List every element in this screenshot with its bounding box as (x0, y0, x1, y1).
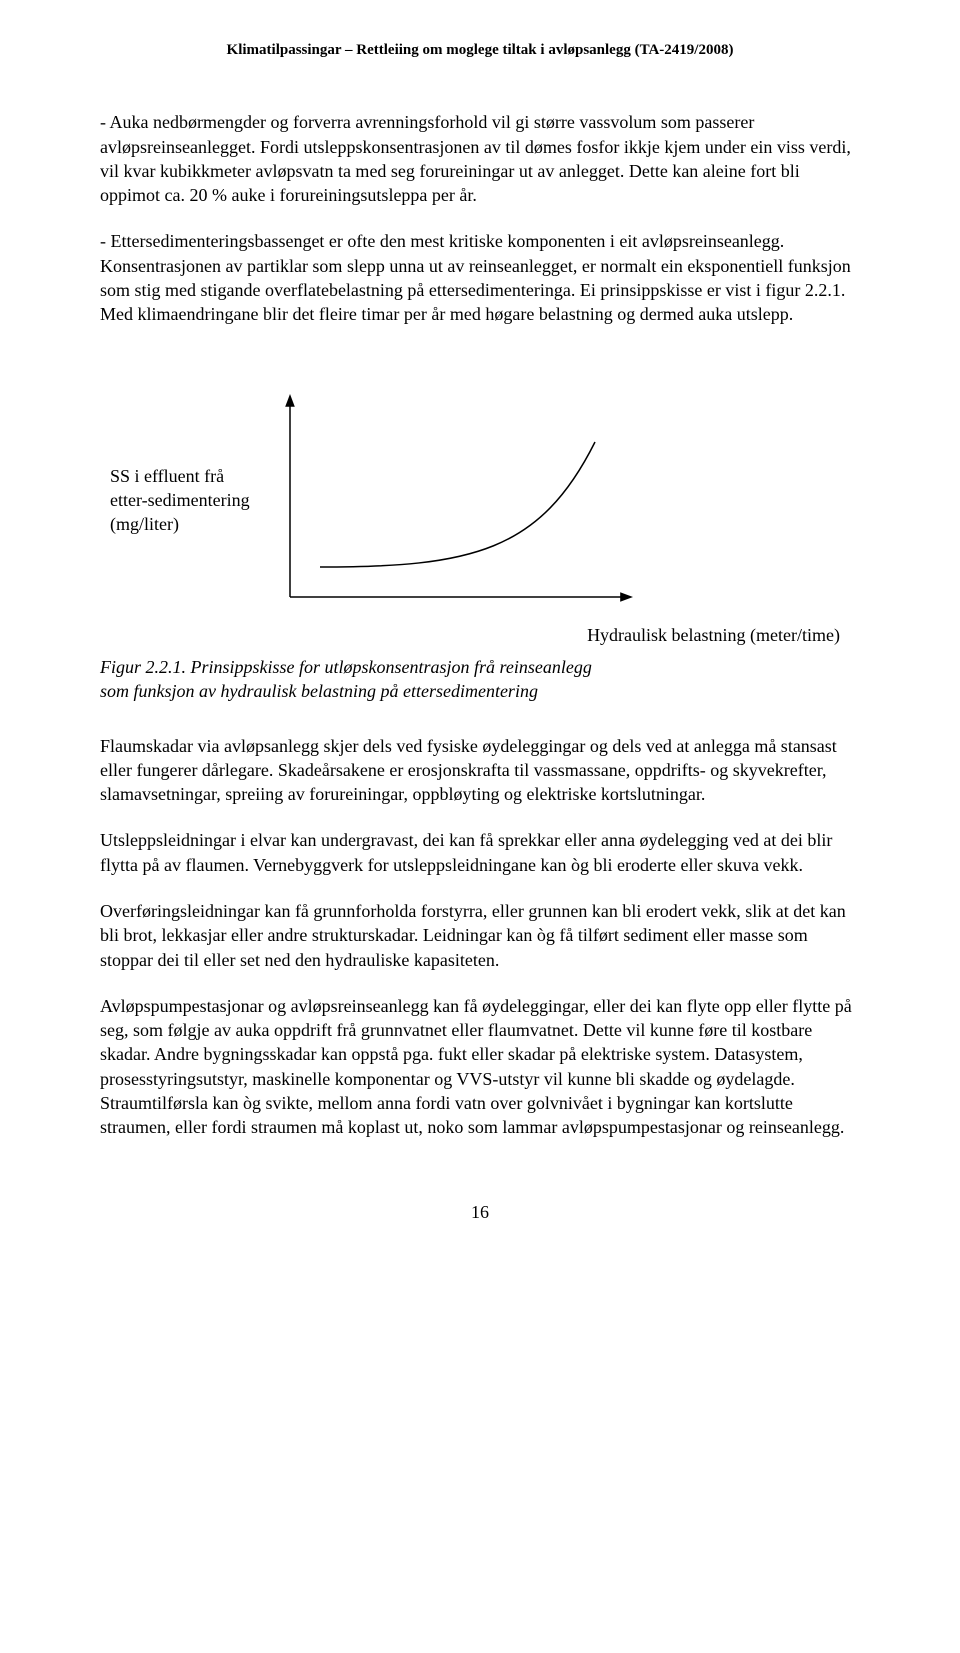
paragraph-2: - Ettersedimenteringsbassenget er ofte d… (100, 229, 860, 326)
paragraph-5: Overføringsleidningar kan få grunnforhol… (100, 899, 860, 972)
figure-2-2-1: SS i effluent frå etter-sedimentering (m… (100, 387, 860, 704)
chart-x-axis-label: Hydraulisk belastning (meter/time) (100, 623, 860, 647)
caption-line-1: Figur 2.2.1. Prinsippskisse for utløpsko… (100, 657, 592, 677)
figure-caption: Figur 2.2.1. Prinsippskisse for utløpsko… (100, 655, 860, 704)
paragraph-6: Avløpspumpestasjonar og avløpsreinseanle… (100, 994, 860, 1140)
paragraph-3: Flaumskadar via avløpsanlegg skjer dels … (100, 734, 860, 807)
caption-line-2: som funksjon av hydraulisk belastning på… (100, 681, 538, 701)
paragraph-4: Utsleppsleidningar i elvar kan undergrav… (100, 828, 860, 877)
page-number: 16 (100, 1200, 860, 1224)
chart-svg-container (260, 387, 860, 617)
paragraph-1: - Auka nedbørmengder og forverra avrenni… (100, 110, 860, 207)
chart-svg (260, 387, 640, 617)
chart-y-axis-label: SS i effluent frå etter-sedimentering (m… (100, 464, 260, 617)
page-header: Klimatilpassingar – Rettleiing om mogleg… (100, 40, 860, 60)
